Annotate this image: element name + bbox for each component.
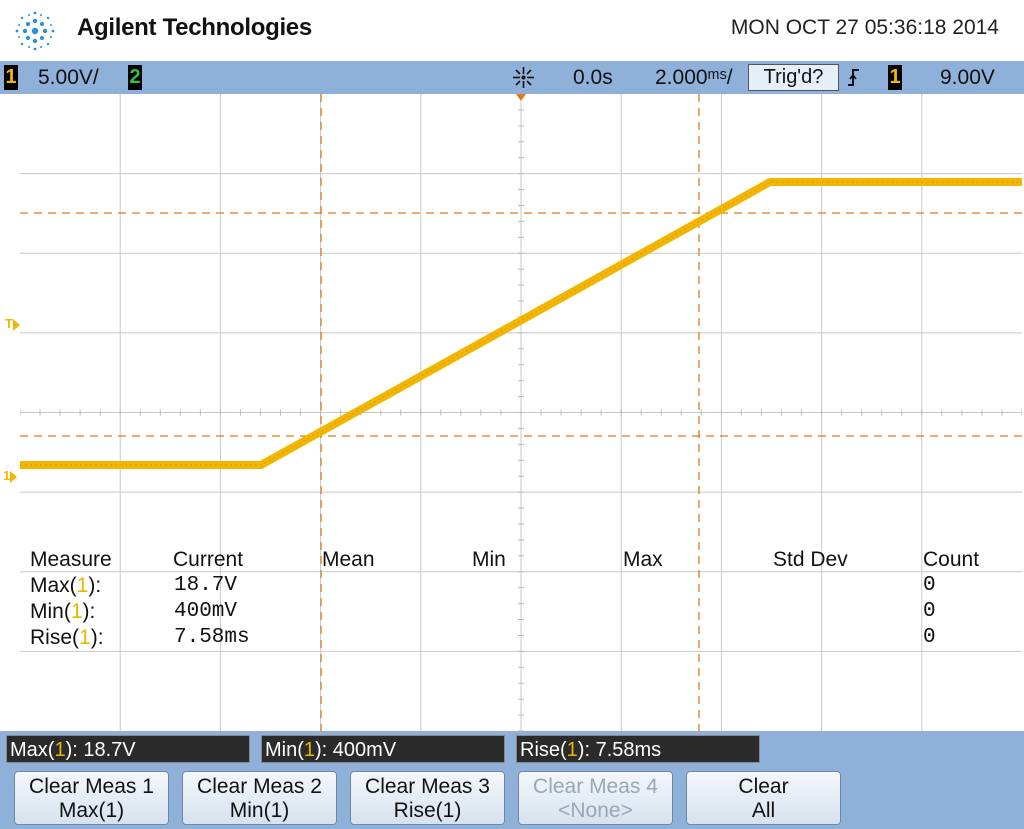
trigger-source-badge[interactable]: 1 [888, 65, 902, 90]
header-bar: Agilent Technologies MON OCT 27 05:36:18… [0, 0, 1024, 61]
table-row: Rise(1): [30, 626, 104, 649]
clear-meas-4-button: Clear Meas 4 <None> [518, 771, 673, 825]
measurement-bar: Max(1): 18.7V Min(1): 400mV Rise(1): 7.5… [0, 731, 1024, 769]
brand-name: Agilent Technologies [77, 14, 312, 41]
softkey-bar: Clear Meas 1 Max(1) Clear Meas 2 Min(1) Cl… [0, 769, 1024, 829]
trigger-level-marker: T [5, 316, 20, 331]
clear-meas-1-button[interactable]: Clear Meas 1 Max(1) [14, 771, 169, 825]
clear-meas-2-button[interactable]: Clear Meas 2 Min(1) [182, 771, 337, 825]
measurement-readout-min[interactable]: Min(1): 400mV [261, 735, 505, 763]
date-time: MON OCT 27 05:36:18 2014 [730, 16, 999, 39]
agilent-spark-logo-icon [15, 11, 55, 51]
acquisition-spark-icon [513, 67, 534, 88]
column-header-min: Min [472, 548, 506, 571]
column-header-current: Current [173, 548, 244, 571]
current-value: 400mV [174, 600, 238, 623]
marker-gutter [0, 94, 20, 731]
graticule-ticks [20, 94, 1022, 731]
rising-edge-icon [848, 69, 859, 86]
column-header-std-dev: Std Dev [773, 548, 848, 571]
table-row: Max(1): [30, 574, 102, 597]
trigger-status: Trig'd? [748, 64, 839, 91]
column-header-measure: Measure [30, 548, 112, 571]
channel-1-scale[interactable]: 5.00V/ [38, 66, 99, 89]
column-header-max: Max [623, 548, 663, 571]
time-scale[interactable]: 2.000ᵐˢ/ [655, 66, 733, 89]
count-value: 0 [923, 600, 936, 623]
channel-2-badge[interactable]: 2 [128, 65, 142, 90]
column-header-count: Count [923, 548, 980, 571]
time-delay[interactable]: 0.0s [573, 66, 613, 89]
status-bar: 1 5.00V/ 2 0.0s 2.000ᵐˢ/ Trig'd? 1 9.00V [0, 61, 1024, 94]
channel-1-ground-marker: 1 [3, 468, 18, 483]
clear-all-button[interactable]: Clear All [686, 771, 841, 825]
table-row: Min(1): [30, 600, 96, 623]
column-header-mean: Mean [322, 548, 375, 571]
current-value: 7.58ms [174, 626, 250, 649]
clear-meas-3-button[interactable]: Clear Meas 3 Rise(1) [350, 771, 505, 825]
channel-1-badge[interactable]: 1 [4, 65, 18, 90]
waveform-display [20, 94, 1022, 731]
measurement-readout-rise[interactable]: Rise(1): 7.58ms [516, 735, 760, 763]
current-value: 18.7V [174, 574, 238, 597]
count-value: 0 [923, 626, 936, 649]
measurement-readout-max[interactable]: Max(1): 18.7V [6, 735, 250, 763]
trigger-level[interactable]: 9.00V [940, 66, 995, 89]
count-value: 0 [923, 574, 936, 597]
trigger-position-marker [516, 94, 526, 101]
